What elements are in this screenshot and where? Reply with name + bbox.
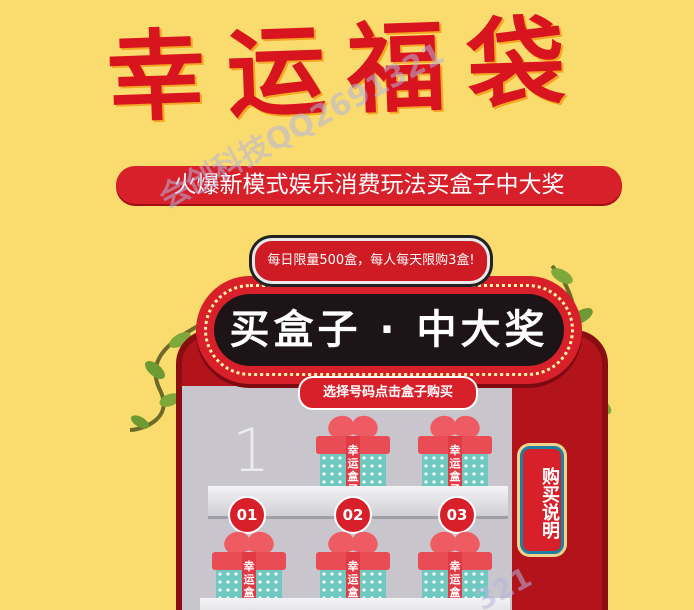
purchase-instructions-button[interactable]: 购买说明	[520, 446, 564, 554]
instruction-pill: 选择号码点击盒子购买	[298, 376, 478, 410]
shelf-number: 1	[232, 416, 271, 486]
daily-limit-notice: 每日限量500盒，每人每天限购3盒!	[252, 238, 490, 284]
page-title: 幸运福袋	[105, 4, 589, 137]
slot-badge-01[interactable]: 01	[228, 496, 266, 534]
subtitle-banner: 火爆新模式娱乐消费玩法买盒子中大奖	[116, 166, 622, 204]
gift-box[interactable]: 幸运盒子	[316, 412, 390, 498]
shelf-bottom	[200, 598, 510, 610]
gift-box[interactable]: 幸运盒子	[418, 412, 492, 498]
slot-badge-02[interactable]: 02	[334, 496, 372, 534]
headline-text: 买盒子 · 中大奖	[214, 294, 564, 366]
headline-marquee: 买盒子 · 中大奖	[196, 276, 582, 384]
slot-badge-03[interactable]: 03	[438, 496, 476, 534]
